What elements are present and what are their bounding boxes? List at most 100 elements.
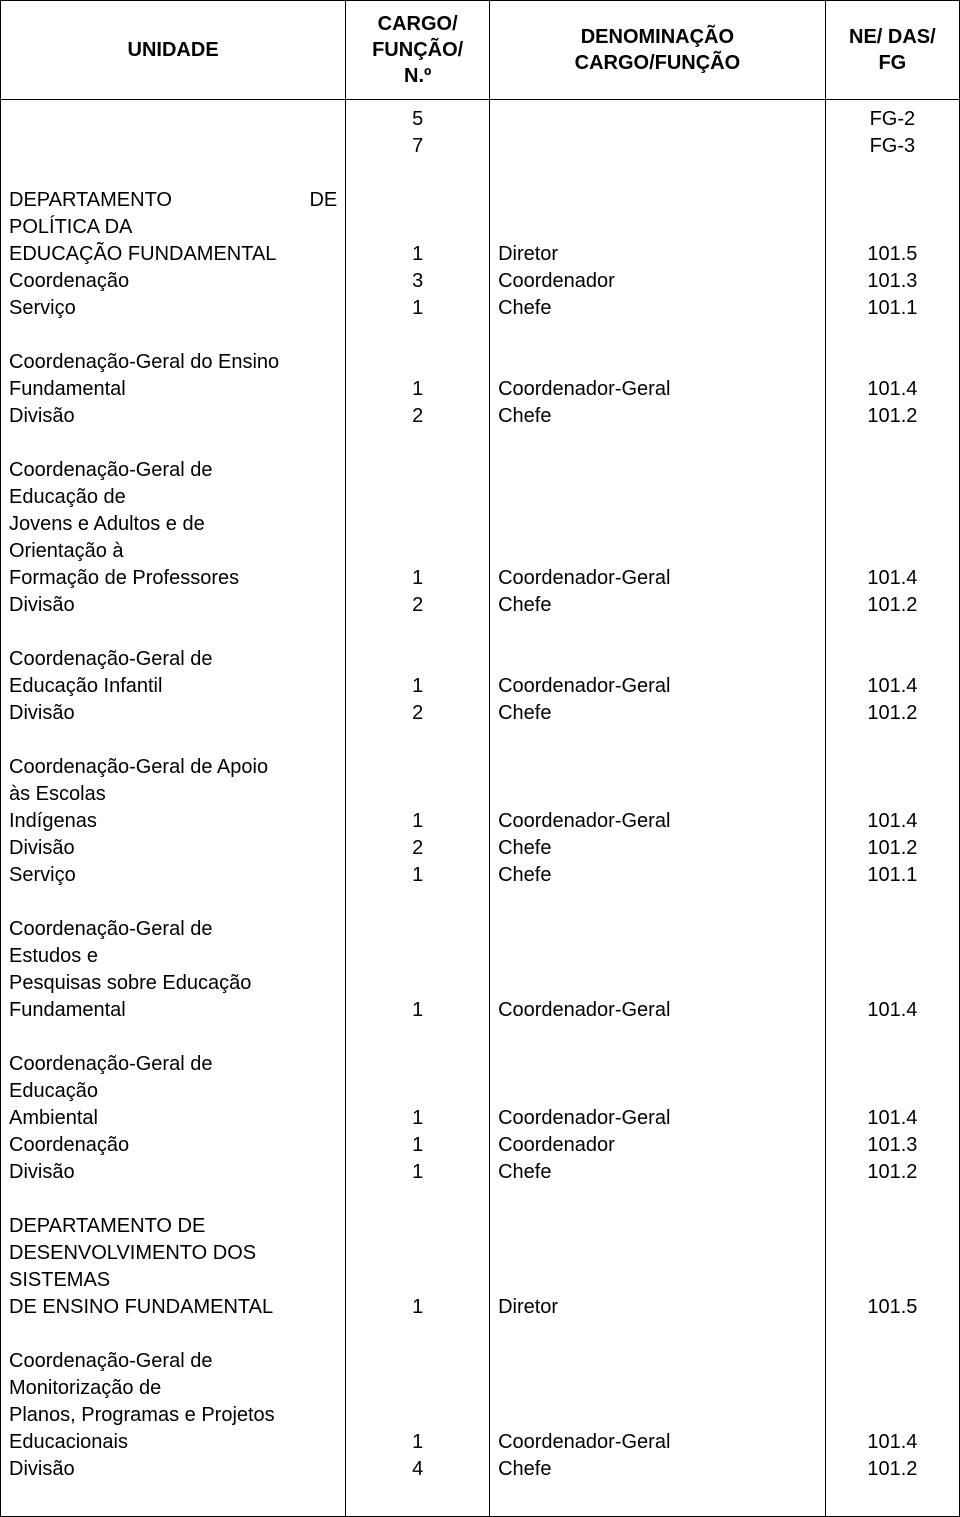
ne-line: 101.5 <box>834 241 951 268</box>
ne-line <box>834 754 951 781</box>
denom-line <box>498 646 817 673</box>
unit-line: Coordenação <box>9 1132 337 1159</box>
denom-line <box>498 619 817 646</box>
unit-line: Divisão <box>9 592 337 619</box>
num-line: 1 <box>354 565 481 592</box>
denom-line <box>498 1078 817 1105</box>
unit-line: Coordenação-Geral de <box>9 1051 337 1078</box>
num-line <box>354 187 481 214</box>
unit-line <box>9 1024 337 1051</box>
unit-line: Fundamental <box>9 997 337 1024</box>
denom-line: Coordenador-Geral <box>498 376 817 403</box>
org-structure-table: UNIDADE CARGO/FUNÇÃO/N.º DENOMINAÇÃOCARG… <box>0 0 960 1517</box>
num-line <box>354 1348 481 1375</box>
unit-line: DE ENSINO FUNDAMENTAL <box>9 1294 337 1321</box>
ne-text-block: FG-2FG-3 101.5101.3101.1 101.4101.2 101.… <box>834 106 951 1510</box>
num-line: 7 <box>354 133 481 160</box>
unit-line: DEPARTAMENTO DE <box>9 1213 337 1240</box>
ne-line <box>834 160 951 187</box>
unit-line <box>9 619 337 646</box>
denom-line <box>498 1267 817 1294</box>
num-line: 4 <box>354 1456 481 1483</box>
num-line: 3 <box>354 268 481 295</box>
num-line: 2 <box>354 403 481 430</box>
num-line <box>354 1051 481 1078</box>
denom-line: Diretor <box>498 241 817 268</box>
num-line <box>354 781 481 808</box>
ne-line <box>834 889 951 916</box>
num-line <box>354 619 481 646</box>
unit-line: Serviço <box>9 862 337 889</box>
ne-line <box>834 511 951 538</box>
num-line <box>354 754 481 781</box>
num-line: 1 <box>354 997 481 1024</box>
ne-line: 101.2 <box>834 835 951 862</box>
ne-line: 101.2 <box>834 1159 951 1186</box>
ne-line: 101.4 <box>834 997 951 1024</box>
ne-line: 101.4 <box>834 808 951 835</box>
ne-line <box>834 1213 951 1240</box>
ne-line <box>834 970 951 997</box>
ne-cell: FG-2FG-3 101.5101.3101.1 101.4101.2 101.… <box>825 100 959 1517</box>
num-line: 1 <box>354 673 481 700</box>
denom-line <box>498 457 817 484</box>
ne-line <box>834 1186 951 1213</box>
num-line <box>354 1402 481 1429</box>
header-num: CARGO/FUNÇÃO/N.º <box>346 1 490 100</box>
denom-line <box>498 349 817 376</box>
num-cell: 57 131 12 12 12 121 1 111 1 14 <box>346 100 490 1517</box>
unit-line: Coordenação-Geral de <box>9 916 337 943</box>
unit-line: SISTEMAS <box>9 1267 337 1294</box>
denom-line <box>498 970 817 997</box>
unit-line <box>9 160 337 187</box>
unit-line: Formação de Professores <box>9 565 337 592</box>
ne-line <box>834 1375 951 1402</box>
unit-line: Divisão <box>9 403 337 430</box>
ne-line <box>834 1051 951 1078</box>
denom-line <box>498 1240 817 1267</box>
unit-line: Monitorização de <box>9 1375 337 1402</box>
unit-line: Coordenação-Geral de <box>9 457 337 484</box>
denom-line <box>498 187 817 214</box>
num-line <box>354 1186 481 1213</box>
denom-line <box>498 214 817 241</box>
unit-text-block: DEPARTAMENTODEPOLÍTICA DAEDUCAÇÃO FUNDAM… <box>9 106 337 1510</box>
num-line: 1 <box>354 241 481 268</box>
denom-line: Chefe <box>498 1159 817 1186</box>
denom-line <box>498 160 817 187</box>
denom-line: Coordenador-Geral <box>498 808 817 835</box>
unit-line: Coordenação-Geral de <box>9 1348 337 1375</box>
denom-line <box>498 322 817 349</box>
ne-line <box>834 1078 951 1105</box>
num-line <box>354 160 481 187</box>
denom-line <box>498 1483 817 1510</box>
denom-line: Coordenador-Geral <box>498 565 817 592</box>
denom-line: Diretor <box>498 1294 817 1321</box>
ne-line <box>834 214 951 241</box>
denom-line: Chefe <box>498 700 817 727</box>
ne-line <box>834 1402 951 1429</box>
num-line: 1 <box>354 295 481 322</box>
ne-line <box>834 646 951 673</box>
denom-line <box>498 511 817 538</box>
unit-line: Serviço <box>9 295 337 322</box>
ne-line: 101.3 <box>834 1132 951 1159</box>
denom-line <box>498 754 817 781</box>
num-line <box>354 1267 481 1294</box>
denom-line: Chefe <box>498 295 817 322</box>
num-line <box>354 538 481 565</box>
ne-line <box>834 781 951 808</box>
ne-line: 101.1 <box>834 862 951 889</box>
ne-line <box>834 187 951 214</box>
unit-line: Jovens e Adultos e de <box>9 511 337 538</box>
denom-line <box>498 430 817 457</box>
ne-line: FG-3 <box>834 133 951 160</box>
unit-line <box>9 727 337 754</box>
num-line <box>354 484 481 511</box>
denom-line <box>498 1213 817 1240</box>
unit-line: Coordenação-Geral de <box>9 646 337 673</box>
num-line <box>354 1483 481 1510</box>
denom-line: Coordenador <box>498 1132 817 1159</box>
num-line <box>354 1321 481 1348</box>
unit-line: Coordenação <box>9 268 337 295</box>
